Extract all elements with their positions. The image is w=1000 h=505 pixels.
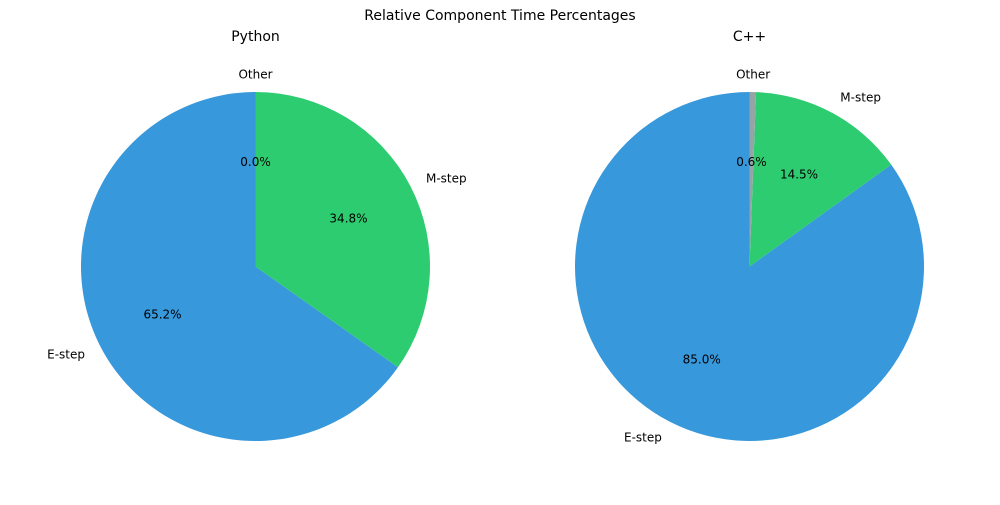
pie-percent-python-e-step: 65.2% bbox=[143, 308, 181, 322]
pie-label-python-e-step: E-step bbox=[47, 348, 85, 362]
pie-slice-python-m-step bbox=[255, 92, 431, 368]
pie-title-cpp: C++ bbox=[733, 29, 766, 45]
pie-percent-cpp-other: 0.6% bbox=[736, 155, 767, 169]
pie-label-cpp-other: Other bbox=[736, 68, 770, 82]
pie-percent-cpp-m-step: 14.5% bbox=[780, 167, 818, 181]
pie-label-python-m-step: M-step bbox=[426, 171, 467, 185]
pie-chart-cpp: C++ E-step 85.0% M-step 14.5% Other 0.6% bbox=[575, 29, 925, 444]
pie-percent-cpp-e-step: 85.0% bbox=[683, 353, 721, 367]
pie-label-python-other: Other bbox=[238, 68, 272, 82]
pie-slice-cpp-e-step bbox=[575, 92, 925, 442]
pie-percent-python-other: 0.0% bbox=[240, 155, 271, 169]
pie-chart-python: Python E-step 65.2% M-step 34.8% Other 0.0% bbox=[47, 29, 467, 442]
pie-slice-cpp-m-step bbox=[749, 92, 892, 267]
pie-title-python: Python bbox=[231, 29, 280, 45]
pie-percent-python-m-step: 34.8% bbox=[329, 211, 367, 225]
pie-label-cpp-m-step: M-step bbox=[840, 90, 881, 104]
pie-slice-cpp-other bbox=[749, 92, 757, 267]
pie-slice-python-e-step bbox=[81, 92, 398, 442]
figure-suptitle: Relative Component Time Percentages bbox=[364, 8, 636, 24]
pie-label-cpp-e-step: E-step bbox=[624, 430, 662, 444]
